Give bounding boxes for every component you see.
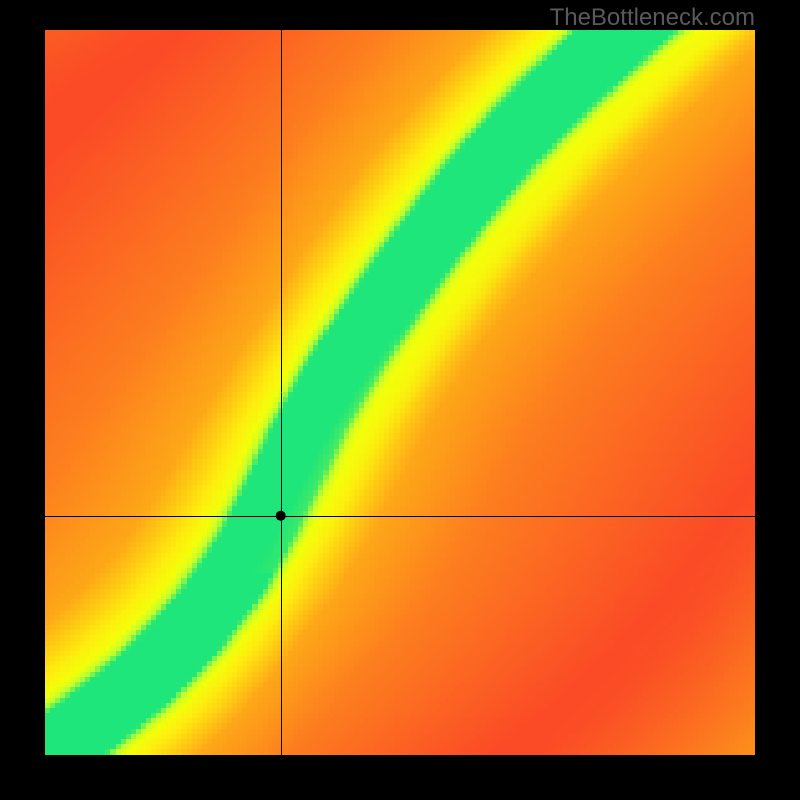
bottleneck-heatmap [45,30,755,755]
watermark-text: TheBottleneck.com [550,4,755,32]
chart-container: TheBottleneck.com [0,0,800,800]
